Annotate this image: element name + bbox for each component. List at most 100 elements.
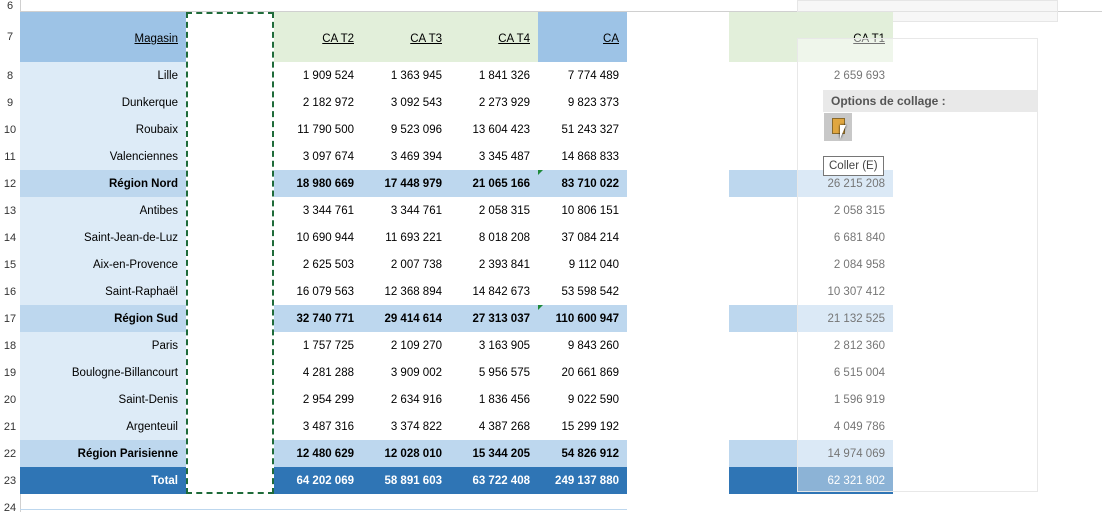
cell: 1 909 524 [273, 62, 362, 89]
cell: 37 084 214 [538, 224, 627, 251]
row-label: Saint-Raphaël [20, 278, 186, 305]
cell: 15 299 192 [538, 413, 627, 440]
row-number: 23 [3, 474, 17, 487]
row-number: 20 [3, 393, 17, 406]
row-label: Région Nord [20, 170, 186, 197]
cell: 2 109 270 [362, 332, 450, 359]
cell: 9 823 373 [538, 89, 627, 116]
cell: 53 598 542 [538, 278, 627, 305]
cell: 11 693 221 [362, 224, 450, 251]
cell: 2 084 958 [729, 251, 893, 278]
row-label: Dunkerque [20, 89, 186, 116]
column-header: CA [538, 12, 627, 62]
cell: 54 826 912 [538, 440, 627, 467]
cell: 1 757 725 [273, 332, 362, 359]
error-flag [538, 305, 543, 310]
grid-line [20, 509, 627, 510]
cell: 14 868 833 [538, 143, 627, 170]
cell: 29 414 614 [362, 305, 450, 332]
row-number: 17 [3, 312, 17, 325]
cell: 58 891 603 [362, 467, 450, 494]
cell: 9 022 590 [538, 386, 627, 413]
row-label: Valenciennes [20, 143, 186, 170]
cell: 3 097 674 [273, 143, 362, 170]
error-flag [538, 170, 543, 175]
cell: 5 956 575 [450, 359, 538, 386]
cell: 2 625 503 [273, 251, 362, 278]
cell: 21 132 525 [729, 305, 893, 332]
row-number: 22 [3, 447, 17, 460]
cell: 9 112 040 [538, 251, 627, 278]
cell: 16 079 563 [273, 278, 362, 305]
cell: 17 448 979 [362, 170, 450, 197]
row-label: Lille [20, 62, 186, 89]
cell: 14 842 673 [450, 278, 538, 305]
cell: 3 092 543 [362, 89, 450, 116]
cell: 249 137 880 [538, 467, 627, 494]
row-label: Paris [20, 332, 186, 359]
cell: 2 058 315 [450, 197, 538, 224]
cell: 32 740 771 [273, 305, 362, 332]
cell: 63 722 408 [450, 467, 538, 494]
row-number: 7 [6, 31, 14, 43]
cell: 18 980 669 [273, 170, 362, 197]
row-number: 12 [3, 177, 17, 190]
cell: 110 600 947 [538, 305, 627, 332]
cell: 2 954 299 [273, 386, 362, 413]
cell: 2 273 929 [450, 89, 538, 116]
cell: 51 243 327 [538, 116, 627, 143]
cell: 7 774 489 [538, 62, 627, 89]
column-header: CA T1 [729, 12, 893, 62]
cell: 9 523 096 [362, 116, 450, 143]
cell: 3 469 394 [362, 143, 450, 170]
cell: 64 202 069 [273, 467, 362, 494]
cell: 1 836 456 [450, 386, 538, 413]
cell: 3 163 905 [450, 332, 538, 359]
cell: 15 344 205 [450, 440, 538, 467]
cell: 2 058 315 [729, 197, 893, 224]
cell: 1 596 919 [729, 386, 893, 413]
row-label: Région Parisienne [20, 440, 186, 467]
cell: 12 480 629 [273, 440, 362, 467]
row-number: 21 [3, 420, 17, 433]
row-label: Région Sud [20, 305, 186, 332]
cell: 2 393 841 [450, 251, 538, 278]
row-number: 6 [6, 0, 14, 12]
copy-marquee [186, 12, 274, 494]
cell: 2 812 360 [729, 332, 893, 359]
cell: 14 974 069 [729, 440, 893, 467]
row-label: Aix-en-Provence [20, 251, 186, 278]
cell: 4 387 268 [450, 413, 538, 440]
cell: 2 182 972 [273, 89, 362, 116]
cell: 62 321 802 [729, 467, 893, 494]
cell: 2 659 693 [729, 62, 893, 89]
cell: 8 018 208 [450, 224, 538, 251]
column-header: CA T2 [273, 12, 362, 62]
column-header: CA T4 [450, 12, 538, 62]
cell: 12 368 894 [362, 278, 450, 305]
cell: 13 604 423 [450, 116, 538, 143]
row-label: Roubaix [20, 116, 186, 143]
column-header: CA T3 [362, 12, 450, 62]
cell: 6 681 840 [729, 224, 893, 251]
row-number: 10 [3, 123, 17, 136]
cell: 3 344 761 [273, 197, 362, 224]
cell: 3 487 316 [273, 413, 362, 440]
cell: 3 345 487 [450, 143, 538, 170]
row-number: 15 [3, 258, 17, 271]
cell: 1 363 945 [362, 62, 450, 89]
panel-row [823, 112, 1037, 142]
cell: 3 344 761 [362, 197, 450, 224]
cell: 6 515 004 [729, 359, 893, 386]
cell: 12 028 010 [362, 440, 450, 467]
row-label: Saint-Denis [20, 386, 186, 413]
cell: 27 313 037 [450, 305, 538, 332]
cursor [840, 125, 846, 139]
cell: 21 065 166 [450, 170, 538, 197]
cell: 83 710 022 [538, 170, 627, 197]
row-number: 16 [3, 285, 17, 298]
cell: 10 307 412 [729, 278, 893, 305]
row-number: 24 [3, 501, 17, 512]
cell: 1 841 326 [450, 62, 538, 89]
cell: 26 215 208 [729, 170, 893, 197]
